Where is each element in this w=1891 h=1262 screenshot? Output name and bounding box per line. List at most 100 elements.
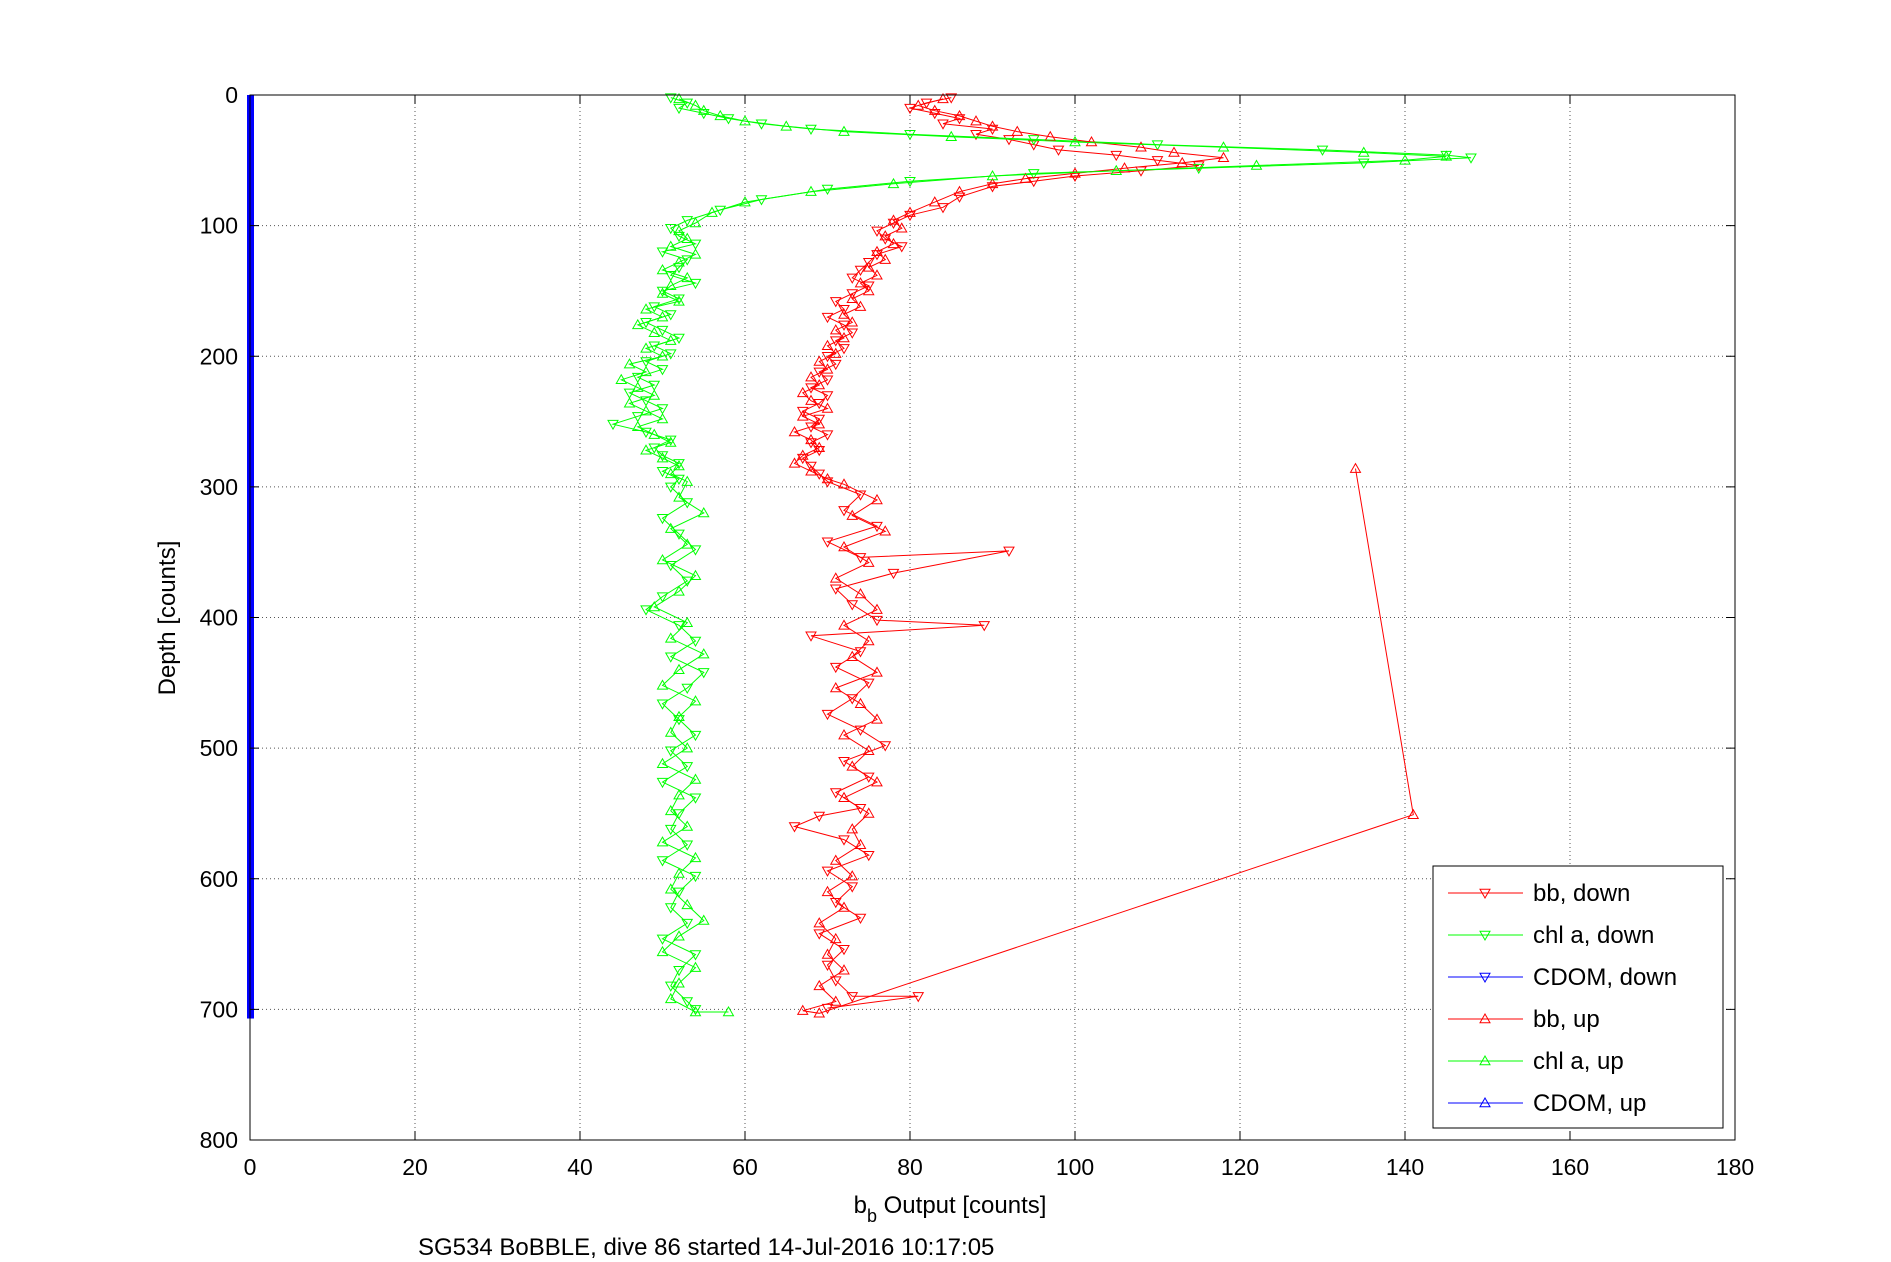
data-point <box>689 950 702 961</box>
data-point <box>656 945 669 957</box>
data-point <box>656 451 669 462</box>
data-point <box>821 312 834 324</box>
legend-label: chl a, down <box>1533 922 1654 949</box>
data-point <box>673 459 685 471</box>
data-point <box>821 339 834 351</box>
data-point <box>862 744 875 755</box>
legend-entry: bb, up <box>1448 1006 1600 1033</box>
data-point <box>631 412 644 423</box>
data-point <box>838 964 850 975</box>
data-point <box>945 130 958 142</box>
data-point <box>821 391 834 402</box>
data-point <box>664 746 677 757</box>
data-point <box>664 522 677 533</box>
y-tick-label: 0 <box>225 82 238 108</box>
data-point <box>1399 154 1411 165</box>
x-tick-label: 40 <box>567 1154 593 1180</box>
legend-entry: CDOM, up <box>1448 1090 1646 1117</box>
data-point <box>1118 162 1131 173</box>
data-point <box>805 124 817 135</box>
data-point <box>681 898 694 910</box>
data-point <box>714 109 727 121</box>
data-point <box>607 419 619 431</box>
data-point <box>673 715 685 726</box>
data-point <box>722 114 735 125</box>
data-point <box>681 216 694 227</box>
data-point <box>887 214 900 225</box>
data-point <box>788 822 801 833</box>
data-point <box>689 636 702 648</box>
data-point <box>673 224 685 236</box>
data-point <box>681 820 694 831</box>
data-point <box>664 726 677 737</box>
data-point <box>862 807 875 818</box>
data-point <box>813 414 826 425</box>
data-point <box>838 791 850 803</box>
data-point <box>871 615 883 627</box>
data-point <box>648 389 661 400</box>
data-point <box>854 300 867 311</box>
data-point <box>862 556 875 567</box>
data-point <box>854 725 867 736</box>
data-point <box>813 418 826 429</box>
data-point <box>1003 546 1015 557</box>
data-point <box>1217 151 1230 162</box>
data-point <box>656 934 669 945</box>
data-point <box>673 491 685 502</box>
data-point <box>970 115 982 126</box>
data-point <box>862 772 875 783</box>
data-point <box>640 405 652 416</box>
data-point <box>838 619 850 630</box>
data-point <box>871 226 883 237</box>
legend-label: bb, down <box>1533 880 1630 907</box>
series-bb-up <box>788 92 1420 1018</box>
data-point <box>821 537 834 548</box>
data-point <box>813 441 826 452</box>
data-point <box>681 762 694 773</box>
data-point <box>970 129 982 141</box>
x-tick-label: 100 <box>1056 1154 1094 1180</box>
data-point <box>673 789 685 800</box>
y-tick-label: 200 <box>200 343 238 369</box>
data-point <box>673 263 685 274</box>
data-point <box>681 271 694 283</box>
data-point <box>1135 141 1147 152</box>
data-point <box>953 114 966 125</box>
data-point <box>871 603 883 614</box>
data-point <box>697 648 710 659</box>
data-point <box>846 760 859 771</box>
data-point <box>681 683 694 695</box>
data-point <box>796 453 809 465</box>
data-point <box>673 887 685 898</box>
data-point <box>953 109 966 121</box>
x-axis: 0 20 40 60 80 100 120 140 160 180 <box>244 95 1754 1180</box>
data-point <box>739 196 751 207</box>
data-point <box>846 289 859 300</box>
legend: bb, down chl a, down CDOM, down bb, up chl a… <box>1432 865 1724 1129</box>
data-point <box>838 901 850 912</box>
data-point <box>656 757 669 769</box>
legend-marker <box>1479 1096 1491 1108</box>
data-point <box>689 569 702 580</box>
data-point <box>664 824 677 836</box>
data-point <box>871 250 883 261</box>
data-point <box>664 652 677 663</box>
data-point <box>681 255 694 266</box>
data-point <box>813 446 826 457</box>
data-point <box>623 388 636 399</box>
data-point <box>615 373 628 385</box>
x-tick-label: 0 <box>244 1154 257 1180</box>
data-point <box>664 279 677 290</box>
data-point <box>846 509 859 520</box>
data-point <box>978 621 991 632</box>
data-point <box>854 490 867 501</box>
data-point <box>829 662 842 674</box>
legend-marker <box>1479 1012 1491 1024</box>
data-point <box>631 318 644 330</box>
y-axis: 0 100 200 300 400 500 600 700 800 <box>200 82 1735 1153</box>
data-point <box>656 679 669 690</box>
data-point <box>854 697 867 708</box>
y-axis-label: Depth [counts] <box>154 541 181 696</box>
data-point <box>656 412 669 424</box>
